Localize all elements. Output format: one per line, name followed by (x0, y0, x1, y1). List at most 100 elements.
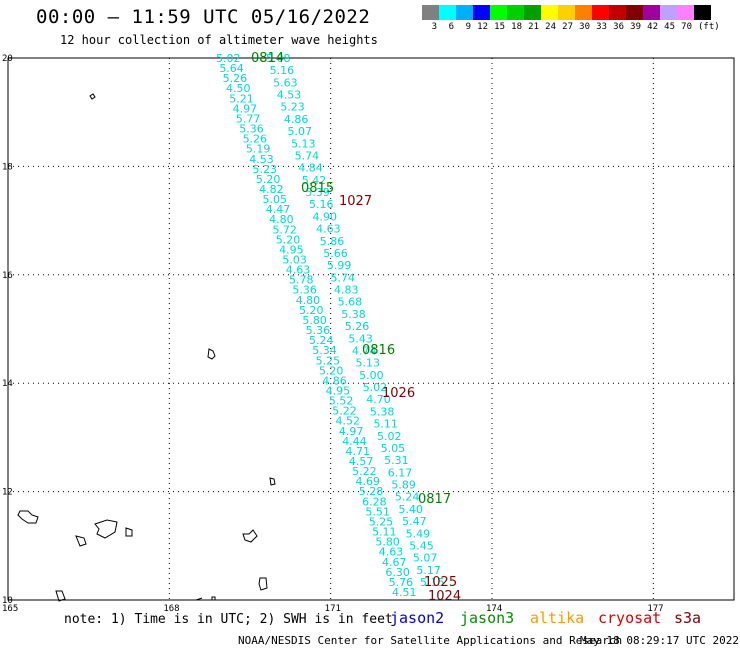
wave-height-value: 4.63 (316, 223, 341, 236)
wave-height-value: 5.08 (266, 52, 291, 65)
wave-height-value: 5.42 (302, 174, 327, 187)
wave-height-value: 5.20 (256, 173, 281, 186)
wave-height-value: 4.67 (382, 556, 407, 569)
wave-height-value: 4.44 (342, 435, 367, 448)
wave-height-value: 4.53 (249, 153, 274, 166)
pass-time-cryosat: 1025 (424, 575, 457, 590)
wave-height-value: 5.72 (272, 223, 297, 236)
colorbar-swatch (473, 5, 490, 20)
island-outline (258, 577, 268, 591)
lon-tick-label: 165 (2, 604, 18, 614)
wave-height-value: 4.47 (266, 203, 291, 216)
wave-height-value: 5.38 (370, 405, 395, 418)
map-tick-labels: 165 168 171 174 177 20 18 16 14 12 10 (2, 54, 664, 614)
wave-height-value: 5.74 (295, 149, 320, 162)
wave-height-value: 5.99 (327, 259, 352, 272)
wave-height-value: 4.50 (226, 82, 251, 95)
island-outline (89, 93, 96, 100)
wave-height-value: 5.52 (329, 395, 354, 408)
wave-height-value: 5.26 (223, 72, 248, 85)
colorbar-swatch (422, 5, 439, 20)
wave-height-value: 5.23 (253, 163, 278, 176)
wave-height-value: 4.95 (326, 384, 351, 397)
legend-jason3: jason3 (460, 609, 515, 627)
pass-time-jason3: 0816 (362, 343, 395, 358)
colorbar-swatch (558, 5, 575, 20)
lon-tick-label: 174 (486, 604, 502, 614)
wave-height-value: 4.74 (352, 344, 377, 357)
wave-height-value: 5.02 (216, 52, 241, 65)
wave-height-value: 5.89 (391, 479, 416, 492)
wave-height-value: 5.05 (381, 442, 406, 455)
colorbar-label: 15 (494, 22, 505, 32)
wave-height-value: 5.19 (246, 143, 270, 156)
wave-height-value: 5.40 (399, 503, 424, 516)
land-outlines (17, 93, 276, 602)
colorbar-swatch (456, 5, 473, 20)
wave-height-value: 5.45 (409, 539, 434, 552)
colorbar-label: 6 (448, 22, 454, 32)
lat-tick-label: 18 (2, 162, 13, 172)
lon-tick-label: 177 (647, 604, 663, 614)
wave-height-value: 5.68 (338, 296, 363, 309)
pass-time-jason3: 0817 (418, 492, 451, 507)
lat-tick-label: 12 (2, 488, 13, 498)
wave-height-value: 4.69 (355, 475, 380, 488)
wave-height-value: 5.24 (309, 334, 334, 347)
colorbar-swatch (541, 5, 558, 20)
colorbar-label: 30 (579, 22, 590, 32)
wave-height-value: 5.77 (236, 112, 261, 125)
legend-jason2: jason2 (390, 609, 445, 627)
wave-height-value: 5.05 (262, 193, 287, 206)
wave-height-value: 5.86 (320, 235, 345, 248)
wave-height-value: 5.11 (372, 526, 397, 539)
wave-height-value: 5.24 (395, 491, 420, 504)
wave-height-value: 5.51 (365, 505, 390, 518)
colorbar-swatch (575, 5, 592, 20)
pass-time-cryosat: 1027 (339, 194, 372, 209)
colorbar-label: 70 (681, 22, 692, 32)
wave-height-value: 5.36 (306, 324, 331, 337)
wave-height-value: 5.25 (316, 354, 341, 367)
wave-height-value: 5.26 (243, 133, 268, 146)
wave-height-value: 5.74 (330, 271, 355, 284)
colorbar-swatch (524, 5, 541, 20)
wave-height-value: 5.11 (373, 418, 398, 431)
wave-height-value: 5.20 (299, 304, 324, 317)
wave-height-value: 6.28 (362, 495, 387, 508)
wave-height-value: 5.02 (377, 430, 402, 443)
wave-height-value: 5.07 (413, 552, 438, 565)
wave-height-value: 4.83 (334, 284, 359, 297)
colorbar-swatch (592, 5, 609, 20)
colorbar-label: 45 (664, 22, 675, 32)
page-title: 00:00 – 11:59 UTC 05/16/2022 (36, 6, 371, 28)
colorbar-label: 24 (545, 22, 556, 32)
island-outline (75, 519, 133, 547)
wave-height-value: 5.22 (332, 405, 357, 418)
colorbar-swatch (490, 5, 507, 20)
wave-height-value: 5.36 (239, 123, 264, 136)
wave-height-value: 5.66 (323, 247, 348, 260)
wave-height-value: 5.64 (219, 62, 244, 75)
wave-height-value: 5.16 (309, 198, 334, 211)
wave-height-value: 4.57 (349, 455, 374, 468)
wave-height-value: 5.34 (312, 344, 337, 357)
legend-note: note: 1) Time is in UTC; 2) SWH is in fe… (64, 612, 393, 627)
colorbar (422, 5, 711, 20)
wave-height-value: 4.53 (277, 89, 302, 102)
colorbar-swatch (694, 5, 711, 20)
lon-tick-label: 171 (325, 604, 341, 614)
legend-s3a: s3a (674, 609, 702, 627)
wave-height-value: 4.95 (279, 243, 304, 256)
wave-height-value: 4.82 (259, 183, 284, 196)
wave-height-value: 5.26 (345, 320, 370, 333)
wave-height-value: 5.39 (305, 186, 330, 199)
lon-tick-label: 168 (163, 604, 179, 614)
pass-time-cryosat: 1024 (428, 589, 461, 604)
wave-height-value: 4.97 (233, 102, 257, 115)
island-outline (207, 348, 216, 360)
footer-credit: NOAA/NESDIS Center for Satellite Applica… (238, 634, 623, 647)
wave-height-value: 4.90 (313, 210, 338, 223)
map-frame (7, 57, 735, 601)
